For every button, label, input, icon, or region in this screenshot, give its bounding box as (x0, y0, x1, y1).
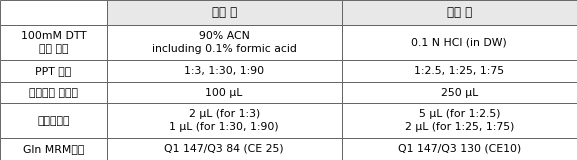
Bar (342, 82, 577, 103)
Text: 변경 전: 변경 전 (212, 6, 237, 19)
Text: 250 μL: 250 μL (441, 88, 478, 98)
Bar (0, 60, 107, 82)
Bar (107, 25, 342, 60)
Bar (107, 138, 342, 160)
Text: 1:2.5, 1:25, 1:75: 1:2.5, 1:25, 1:75 (414, 66, 504, 76)
Bar (0, 138, 107, 160)
Text: Gln MRM조건: Gln MRM조건 (23, 144, 84, 154)
Text: 시료주입양: 시료주입양 (37, 116, 70, 126)
Text: 100mM DTT
용액 조제: 100mM DTT 용액 조제 (21, 31, 86, 54)
Text: 변경 후: 변경 후 (447, 6, 472, 19)
Text: Q1 147/Q3 84 (CE 25): Q1 147/Q3 84 (CE 25) (164, 144, 284, 154)
Bar (0, 0, 107, 25)
Text: 0.1 N HCl (in DW): 0.1 N HCl (in DW) (411, 37, 507, 48)
Text: 1:3, 1:30, 1:90: 1:3, 1:30, 1:90 (184, 66, 264, 76)
Bar (342, 60, 577, 82)
Text: Q1 147/Q3 130 (CE10): Q1 147/Q3 130 (CE10) (398, 144, 521, 154)
Text: 100 μL: 100 μL (205, 88, 243, 98)
Bar (107, 0, 342, 25)
Bar (342, 138, 577, 160)
Text: 90% ACN
including 0.1% formic acid: 90% ACN including 0.1% formic acid (152, 31, 297, 54)
Text: 2 μL (for 1:3)
1 μL (for 1:30, 1:90): 2 μL (for 1:3) 1 μL (for 1:30, 1:90) (170, 109, 279, 132)
Bar (0, 82, 107, 103)
Bar (107, 103, 342, 138)
Bar (342, 103, 577, 138)
Bar (107, 60, 342, 82)
Text: 유기용매 사용양: 유기용매 사용양 (29, 88, 78, 98)
Bar (0, 25, 107, 60)
Text: 5 μL (for 1:2.5)
2 μL (for 1:25, 1:75): 5 μL (for 1:2.5) 2 μL (for 1:25, 1:75) (404, 109, 514, 132)
Bar (342, 0, 577, 25)
Bar (107, 82, 342, 103)
Text: PPT 비율: PPT 비율 (35, 66, 72, 76)
Bar (342, 25, 577, 60)
Bar (0, 103, 107, 138)
